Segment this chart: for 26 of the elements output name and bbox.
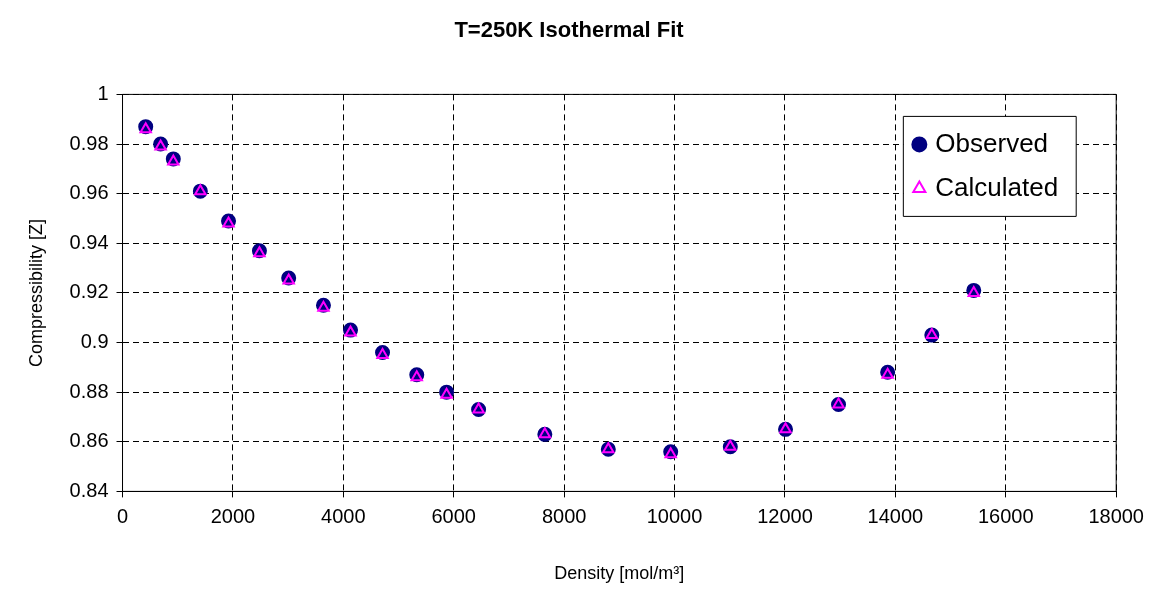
chart-title: T=250K Isothermal Fit <box>454 17 685 43</box>
legend-label: Calculated <box>935 171 1059 202</box>
y-tick-label: 0.94 <box>69 230 109 253</box>
y-tick-label: 0.86 <box>69 429 109 452</box>
y-tick-label: 0.9 <box>80 330 109 353</box>
y-tick-label: 0.98 <box>69 131 109 154</box>
y-tick-label: 0.96 <box>69 181 109 204</box>
point <box>724 439 737 451</box>
y-axis-title: Compressibility [Z] <box>25 218 46 367</box>
x-tick-label: 4000 <box>321 504 366 527</box>
point <box>832 397 845 409</box>
x-tick-label: 0 <box>116 504 129 527</box>
x-tick-label: 14000 <box>867 504 924 527</box>
x-tick-label: 18000 <box>1088 504 1144 527</box>
x-tick-label: 16000 <box>977 504 1034 527</box>
y-tick-label: 0.88 <box>69 379 109 402</box>
y-tick-label: 1 <box>97 81 109 104</box>
y-tick-label: 0.84 <box>69 478 109 501</box>
x-tick-label: 12000 <box>757 504 813 527</box>
y-tick-label: 0.92 <box>69 280 109 303</box>
x-tick-label: 10000 <box>646 504 703 527</box>
x-tick-label: 8000 <box>541 504 587 527</box>
x-tick-label: 2000 <box>210 504 256 527</box>
legend-label: Observed <box>935 127 1049 158</box>
x-axis-title: Density [mol/m³] <box>554 563 685 584</box>
x-tick-label: 6000 <box>431 504 476 527</box>
